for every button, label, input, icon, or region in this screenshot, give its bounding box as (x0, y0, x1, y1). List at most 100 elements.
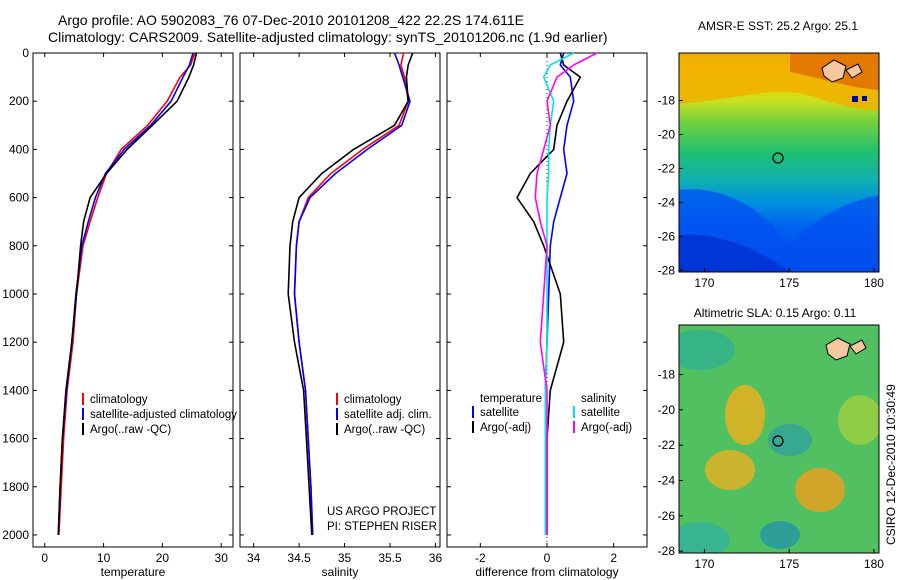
sst-map-frame (678, 52, 880, 273)
x-tick-label: 2 (610, 551, 617, 565)
map-y-tick-label: -28 (658, 544, 676, 558)
series-line (57, 52, 198, 536)
x-axis-label: salinity (322, 565, 359, 579)
map-y-tick-label: -28 (658, 263, 676, 277)
series-line (58, 52, 196, 536)
sla-map-ticks: 170 175 180 -18 -20 -22 -24 -26 -28 (658, 367, 885, 571)
sla-map-frame (678, 324, 880, 554)
figure-title-line-1: Argo profile: AO 5902083_76 07-Dec-2010 … (58, 12, 524, 28)
legend-label-climatology: climatology (344, 394, 402, 406)
x-tick-label: 0 (41, 551, 48, 565)
sla-map: Altimetric SLA: 0.15 Argo: 0.11 170 175 18… (658, 306, 885, 571)
map-x-tick-label: 175 (779, 557, 799, 571)
y-tick-label: 1800 (2, 480, 29, 494)
y-tick-label: 1000 (2, 287, 29, 301)
map-x-tick-label: 175 (779, 276, 799, 290)
legend-label-temp-satellite: satellite (480, 407, 519, 419)
salinity-legend: climatology satellite adj. clim. Argo(..… (336, 393, 432, 436)
legend-label-satellite: satellite adj. clim. (344, 409, 432, 421)
map-y-tick-label: -20 (658, 403, 676, 417)
x-tick-label: -2 (475, 551, 486, 565)
difference-legend: temperature salinity satellite Argo(-adj… (472, 393, 632, 434)
sla-anomaly (705, 450, 755, 490)
plot-frame (239, 52, 441, 548)
legend-label-argo: Argo(..raw -QC) (344, 424, 425, 436)
plot-frame (32, 52, 234, 548)
sst-map-ticks: 170 175 180 -18 -20 -22 -24 -26 -28 (658, 94, 885, 290)
sla-field (679, 325, 879, 553)
map-y-tick-label: -18 (658, 94, 676, 108)
sst-map: AMSR-E SST: 25.2 Argo: 25.1 170 175 180 -18… (658, 19, 885, 290)
x-tick-label: 34.5 (287, 551, 311, 565)
sla-anomaly (760, 521, 800, 549)
island-coastline (825, 337, 867, 361)
y-tick-label: 800 (9, 239, 29, 253)
legend-header-salinity: salinity (581, 393, 616, 405)
y-tick-label: 1400 (2, 383, 29, 397)
sst-cold-corner (679, 234, 790, 272)
legend-header-temperature: temperature (480, 393, 542, 405)
project-label: US ARGO PROJECT (327, 506, 436, 518)
y-tick-label: 0 (22, 46, 29, 60)
x-tick-label: 0 (544, 551, 551, 565)
figure-title-line-2: Climatology: CARS2009. Satellite-adjuste… (48, 29, 608, 45)
sst-map-title: AMSR-E SST: 25.2 Argo: 25.1 (698, 19, 858, 33)
map-x-tick-label: 180 (864, 276, 884, 290)
map-y-tick-label: -22 (658, 161, 676, 175)
sla-anomaly (795, 468, 845, 512)
sla-anomaly (679, 522, 730, 553)
map-y-tick-label: -22 (658, 438, 676, 452)
map-x-tick-label: 180 (864, 557, 884, 571)
temperature-legend: climatology satellite-adjusted climatolo… (82, 393, 237, 436)
x-tick-label: 36 (429, 551, 443, 565)
island-coastline (821, 59, 863, 83)
map-x-tick-label: 170 (694, 557, 714, 571)
map-y-tick-label: -20 (658, 127, 676, 141)
map-x-tick-label: 170 (694, 276, 714, 290)
y-tick-label: 1200 (2, 335, 29, 349)
series-line (516, 52, 582, 535)
series-line (287, 52, 414, 536)
y-tick-label: 600 (9, 191, 29, 205)
x-tick-label: 20 (156, 551, 170, 565)
argo-float-marker (772, 152, 784, 164)
series-line (534, 52, 598, 535)
legend-label-sal-argo: Argo(-adj) (581, 422, 632, 434)
sla-anomaly (725, 385, 765, 445)
legend-label-satellite: satellite-adjusted climatology (90, 409, 237, 421)
map-y-tick-label: -26 (658, 229, 676, 243)
series-line (293, 52, 411, 536)
y-tick-label: 2000 (2, 528, 29, 542)
argo-float-marker (772, 435, 784, 447)
map-y-tick-label: -24 (658, 474, 676, 488)
series-line (542, 52, 575, 535)
land-mask-pixel (862, 96, 867, 101)
y-tick-label: 1600 (2, 432, 29, 446)
sla-anomaly (838, 395, 879, 445)
legend-label-climatology: climatology (90, 394, 148, 406)
legend-label-argo: Argo(..raw -QC) (90, 424, 171, 436)
legend-label-sal-satellite: satellite (581, 407, 620, 419)
map-y-tick-label: -18 (658, 367, 676, 381)
temperature-panel: 0 10 20 30 0 200 400 600 800 1000 1200 1400 1600 1800… (2, 46, 234, 579)
map-y-tick-label: -24 (658, 195, 676, 209)
y-tick-label: 400 (9, 142, 29, 156)
x-tick-label: 35.5 (378, 551, 402, 565)
x-tick-label: 35 (338, 551, 352, 565)
x-axis-label: difference from climatology (475, 565, 618, 579)
sla-anomaly (679, 330, 735, 370)
map-y-tick-label: -26 (658, 509, 676, 523)
sla-map-title: Altimetric SLA: 0.15 Argo: 0.11 (694, 306, 857, 320)
pi-label: PI: STEPHEN RISER (327, 521, 437, 533)
x-tick-label: 30 (215, 551, 229, 565)
credit-label: CSIRO 12-Dec-2010 10:30:49 (884, 384, 898, 545)
x-tick-label: 10 (97, 551, 111, 565)
salinity-panel: 34 34.5 35 35.5 36 salinity (239, 52, 443, 579)
x-tick-label: 34 (247, 551, 261, 565)
land-mask-pixel (852, 96, 858, 102)
legend-label-temp-argo: Argo(-adj) (480, 422, 531, 434)
y-tick-label: 200 (9, 94, 29, 108)
x-axis-label: temperature (101, 565, 166, 579)
